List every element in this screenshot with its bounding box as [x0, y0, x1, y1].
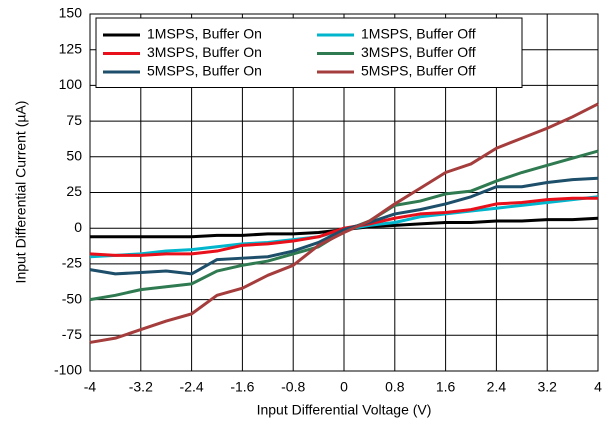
x-tick-label: -4 [84, 379, 97, 395]
x-tick-label: -3.2 [129, 379, 153, 395]
y-tick-label: -100 [54, 362, 82, 378]
y-tick-label: 100 [59, 76, 83, 92]
legend-label: 5MSPS, Buffer Off [361, 63, 476, 79]
x-tick-label: -0.8 [281, 379, 305, 395]
x-tick-label: -2.4 [180, 379, 204, 395]
legend-box [95, 17, 523, 88]
legend-label: 5MSPS, Buffer On [147, 63, 262, 79]
y-axis-label: Input Differential Current (µA) [13, 101, 29, 284]
series-line [89, 102, 599, 344]
legend-label: 3MSPS, Buffer On [147, 44, 262, 60]
y-tick-label: -25 [62, 255, 82, 271]
series-line [89, 176, 599, 276]
y-tick-label: 0 [74, 219, 82, 235]
x-tick-label: 4 [594, 379, 602, 395]
y-tick-label: 25 [66, 183, 82, 199]
legend-label: 3MSPS, Buffer Off [361, 44, 476, 60]
x-tick-label: 1.6 [436, 379, 456, 395]
x-tick-label: 3.2 [537, 379, 557, 395]
y-tick-label: 150 [59, 5, 83, 21]
x-tick-label: 2.4 [487, 379, 507, 395]
y-tick-label: 125 [59, 40, 83, 56]
legend-label: 1MSPS, Buffer Off [361, 26, 476, 42]
x-axis-label: Input Differential Voltage (V) [257, 402, 432, 418]
y-tick-label: -50 [62, 290, 82, 306]
x-tick-label: -1.6 [230, 379, 254, 395]
y-tick-label: 50 [66, 148, 82, 164]
legend-label: 1MSPS, Buffer On [147, 26, 262, 42]
x-tick-label: 0.8 [385, 379, 405, 395]
y-tick-label: -75 [62, 326, 82, 342]
x-tick-label: 0 [340, 379, 348, 395]
plot-frame [89, 13, 599, 372]
y-tick-label: 75 [66, 112, 82, 128]
